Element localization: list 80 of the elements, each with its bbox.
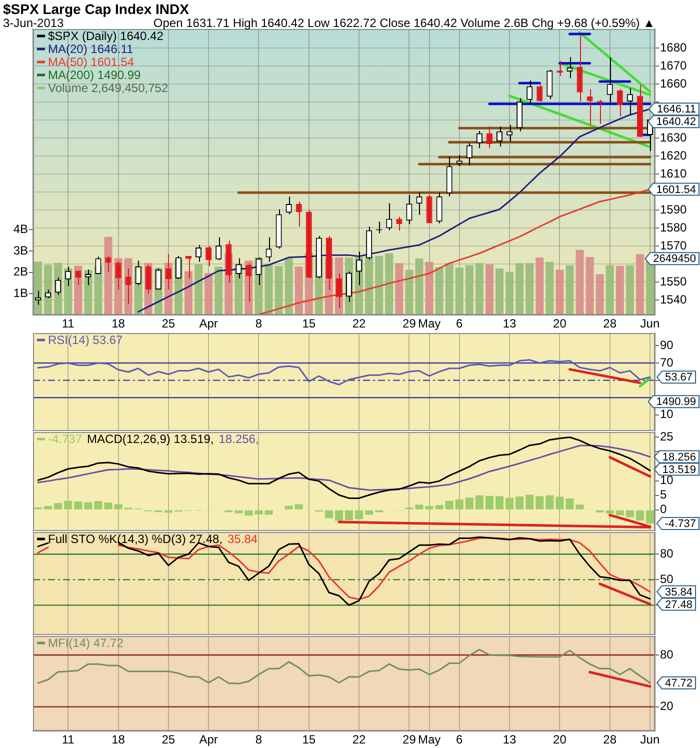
y-tick-label: 1680 xyxy=(660,40,688,54)
y-tick-label: 1660 xyxy=(660,76,688,90)
y-tick-label: 80 xyxy=(660,647,674,662)
y-tick-label: 1590 xyxy=(660,202,688,216)
x-tick-label: May xyxy=(418,732,441,747)
y-tick-label: 25 xyxy=(660,430,674,444)
y-tick-label: 0 xyxy=(660,502,667,516)
x-tick-label: 28 xyxy=(603,316,617,331)
x-tick-label: 22 xyxy=(352,316,366,331)
y-tick-label: 70 xyxy=(660,355,674,370)
legend-label: Full STO %K(14,3) %D(3) 27.48, xyxy=(48,532,223,546)
series-label: 35.84 xyxy=(228,532,258,546)
x-tick-label: 8 xyxy=(255,316,262,331)
text: 1490.99 xyxy=(656,396,696,408)
legend-label: RSI(14) 53.67 xyxy=(48,333,124,347)
legend-label: $SPX (Daily) 1640.42 xyxy=(48,29,164,43)
annotation: Open 1631.71 High 1640.42 Low 1622.72 Close 1640.42 Volume 2.6B Chg +9.68 (+0.59%) ▲ xyxy=(153,16,655,30)
y-tick-label: 5 xyxy=(660,488,667,502)
legend-label: MFI(14) 47.72 xyxy=(48,636,124,650)
x-tick-label: May xyxy=(418,316,441,331)
y-tick-label: 10 xyxy=(660,407,674,422)
x-tick-label: 13 xyxy=(502,316,517,331)
y-tick-label: 1570 xyxy=(660,238,688,252)
x-tick-label: Jun xyxy=(640,732,660,747)
y-tick-label: 10 xyxy=(660,473,674,488)
x-tick-label: 13 xyxy=(502,732,517,747)
y-tick-label: 1630 xyxy=(660,130,688,144)
annotation: 27.48 xyxy=(665,598,693,611)
annotation: -4.737 xyxy=(664,518,696,530)
y2-tick-label: 1B xyxy=(13,286,28,300)
x-tick-label: 18 xyxy=(112,732,126,747)
y-tick-label: 1550 xyxy=(660,274,688,288)
y2-tick-label: 4B xyxy=(13,222,28,236)
x-tick-label: 22 xyxy=(352,732,366,747)
y-tick-label: 80 xyxy=(660,546,674,560)
x-tick-label: 20 xyxy=(553,316,567,331)
y-tick-label: 20 xyxy=(660,699,674,714)
annotation: 1601.54 xyxy=(656,184,696,196)
y2-tick-label: 3B xyxy=(13,243,28,258)
y-tick-label: 1620 xyxy=(660,148,688,162)
y-tick-label: 1670 xyxy=(660,58,688,72)
x-tick-label: Jun xyxy=(640,316,660,331)
chart-title: $SPX Large Cap Index INDX xyxy=(3,1,190,17)
legend-label: MA(50) 1601.54 xyxy=(48,55,134,69)
x-tick-label: 11 xyxy=(62,732,75,747)
annotation: 1646.11 xyxy=(657,104,696,116)
x-tick-label: Apr xyxy=(199,732,218,747)
annotation: 53.67 xyxy=(665,372,693,384)
annotation: 35.84 xyxy=(665,586,693,598)
y-tick-label: 90 xyxy=(660,338,674,352)
series-label: MACD(12,26,9) 13.519, xyxy=(87,432,214,446)
annotation: 18.256 xyxy=(662,451,696,464)
x-tick-label: 28 xyxy=(603,732,617,747)
x-tick-label: 25 xyxy=(162,316,176,331)
x-tick-label: 25 xyxy=(162,732,176,747)
x-tick-label: Apr xyxy=(199,316,218,331)
x-tick-label: 6 xyxy=(456,316,464,331)
y-tick-label: 1580 xyxy=(660,220,688,234)
y2-tick-label: 2B xyxy=(13,264,28,279)
chart-subtitle: 3-Jun-2013 xyxy=(3,16,64,30)
y-tick-label: 1610 xyxy=(660,166,688,180)
x-tick-label: 15 xyxy=(302,316,316,331)
y-tick-label: 50 xyxy=(660,572,674,586)
x-tick-label: 15 xyxy=(302,732,316,747)
y-tick-label: 1540 xyxy=(660,292,688,306)
annotation: 1640.42 xyxy=(656,116,696,128)
legend-label: MA(20) 1646.11 xyxy=(48,42,134,56)
legend-label: Volume 2,649,450,752 xyxy=(48,81,168,95)
x-tick-label: 29 xyxy=(402,316,416,331)
x-tick-label: 18 xyxy=(112,316,126,331)
x-tick-label: 29 xyxy=(402,732,416,747)
x-tick-label: 6 xyxy=(456,732,464,747)
text: 18.256, xyxy=(218,432,259,446)
x-tick-label: 8 xyxy=(255,732,262,747)
legend-label: MA(200) 1490.99 xyxy=(48,68,142,82)
annotation: 13.519 xyxy=(662,464,696,476)
annotation: 47.72 xyxy=(665,677,693,690)
annotation: 2649450 xyxy=(653,253,696,266)
x-tick-label: 11 xyxy=(62,316,75,331)
x-tick-label: 20 xyxy=(553,732,567,747)
